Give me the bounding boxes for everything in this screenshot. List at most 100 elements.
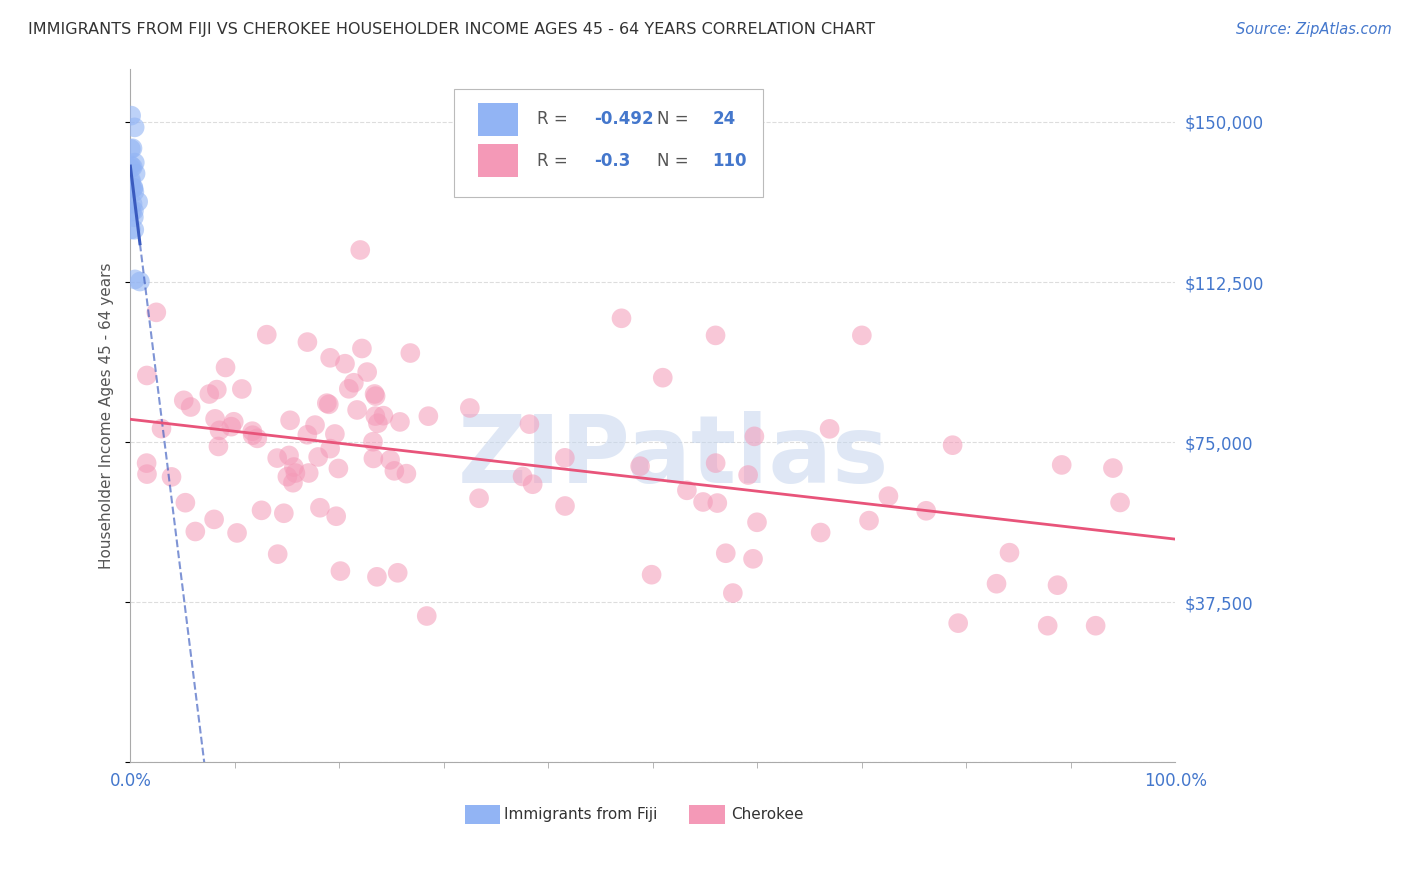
Point [202,512,225,526]
Point [382,464,405,478]
Text: N =: N = [657,152,695,169]
Point [184,524,207,539]
Point [325,509,347,524]
Point [278,449,301,463]
Point [337,382,360,396]
Point [349,243,371,257]
Point [145,305,167,319]
Point [387,566,409,580]
Point [283,460,305,475]
Point [297,427,319,442]
Point [366,570,388,584]
Point [395,467,418,481]
Point [281,475,304,490]
Point [522,477,544,491]
FancyBboxPatch shape [454,89,762,197]
Point [554,450,576,465]
Text: ZIPatlas: ZIPatlas [458,411,890,503]
Point [744,429,766,443]
Point [1036,618,1059,632]
Text: 110: 110 [713,152,747,169]
Point [810,525,832,540]
Point [1102,461,1125,475]
Point [278,413,301,427]
Point [942,438,965,452]
Point [205,383,228,397]
Point [742,551,765,566]
Point [240,424,263,438]
Text: Immigrants from Fiji: Immigrants from Fiji [505,807,658,822]
Point [458,401,481,415]
Point [309,500,332,515]
Point [610,311,633,326]
Point [122,223,145,237]
Point [120,109,142,123]
Text: 24: 24 [713,111,735,128]
Text: N =: N = [657,111,695,128]
Point [399,346,422,360]
Bar [465,805,501,824]
Point [226,525,249,540]
Point [204,412,226,426]
Point [120,173,142,187]
Point [468,491,491,506]
Text: Source: ZipAtlas.com: Source: ZipAtlas.com [1236,22,1392,37]
Point [364,389,387,403]
Point [120,158,142,172]
Point [721,586,744,600]
Point [1084,618,1107,632]
Point [121,160,143,174]
Point [651,370,673,384]
Point [554,499,576,513]
Point [346,403,368,417]
Point [512,469,534,483]
Point [946,616,969,631]
Point [124,272,146,286]
Point [323,427,346,442]
Point [307,450,329,464]
Point [127,194,149,209]
Point [1046,578,1069,592]
Point [276,469,298,483]
Point [174,496,197,510]
Point [120,161,142,176]
Point [222,415,245,429]
Point [519,417,541,432]
Point [1050,458,1073,472]
Point [877,489,900,503]
Point [121,197,143,211]
Point [180,400,202,414]
Point [120,222,142,236]
Point [304,418,326,433]
Point [120,175,142,189]
Point [986,576,1008,591]
Point [121,204,143,219]
Text: -0.3: -0.3 [595,152,631,169]
Bar [478,103,517,136]
Point [418,409,440,424]
Point [363,387,385,401]
Point [329,564,352,578]
Point [364,409,387,423]
Point [250,503,273,517]
Point [343,376,366,390]
Point [124,155,146,169]
Point [135,456,157,470]
Point [373,409,395,423]
Point [284,466,307,480]
Point [998,546,1021,560]
Point [219,419,242,434]
Point [676,483,699,498]
Point [851,328,873,343]
Point [242,428,264,442]
Bar [689,805,724,824]
Point [915,504,938,518]
Point [122,203,145,218]
Point [319,442,342,456]
Point [356,365,378,379]
Point [256,327,278,342]
Point [363,451,385,466]
Point [318,397,340,411]
Point [333,357,356,371]
Point [208,423,231,437]
